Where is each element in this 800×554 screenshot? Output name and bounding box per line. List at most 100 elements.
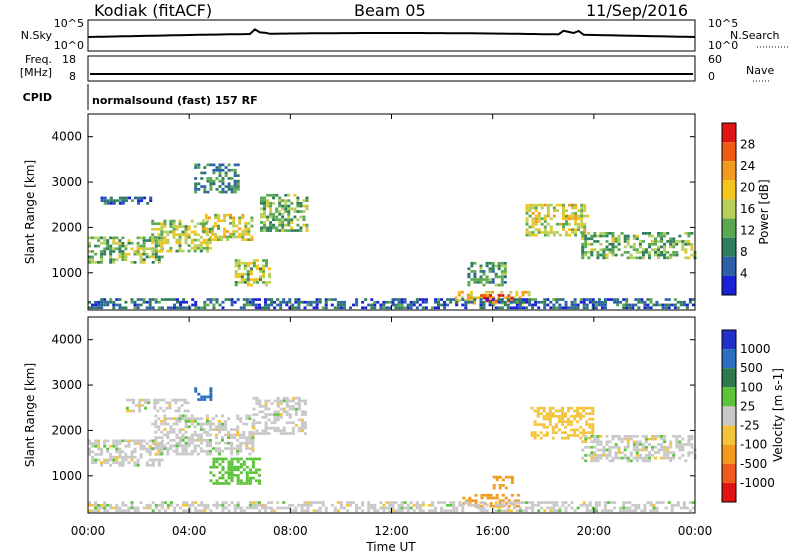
data-cell	[525, 222, 529, 226]
data-cell	[178, 441, 182, 445]
data-cell	[394, 509, 398, 513]
data-cell	[542, 417, 546, 421]
data-cell	[201, 219, 205, 222]
data-cell	[551, 412, 555, 415]
data-cell	[661, 501, 665, 504]
data-cell	[596, 435, 600, 438]
data-cell	[492, 296, 496, 300]
data-cell	[157, 449, 161, 453]
data-cell	[138, 409, 142, 413]
data-cell	[118, 453, 122, 456]
data-cell	[458, 503, 462, 507]
data-cell	[485, 298, 489, 301]
data-cell	[491, 261, 495, 265]
data-cell	[620, 440, 624, 444]
data-cell	[275, 193, 279, 197]
data-cell	[651, 242, 654, 246]
data-cell	[576, 428, 580, 432]
data-cell	[304, 399, 307, 403]
data-cell	[467, 501, 471, 504]
data-cell	[488, 296, 492, 300]
data-cell	[382, 509, 386, 513]
data-cell	[197, 503, 201, 507]
data-cell	[169, 439, 173, 442]
data-cell	[687, 240, 691, 243]
data-cell	[279, 399, 283, 403]
data-cell	[248, 298, 252, 301]
data-cell	[599, 253, 603, 257]
data-cell	[580, 214, 584, 218]
data-cell	[163, 230, 167, 234]
data-cell	[489, 294, 493, 297]
data-cell	[622, 306, 626, 310]
data-cell	[584, 245, 588, 249]
data-cell	[564, 420, 567, 424]
data-cell	[208, 425, 212, 429]
data-cell	[204, 216, 208, 220]
data-cell	[503, 264, 507, 268]
data-cell	[581, 448, 585, 452]
data-cell	[296, 196, 300, 200]
data-cell	[115, 439, 119, 443]
data-cell	[112, 303, 116, 307]
data-cell	[124, 444, 128, 448]
data-cell	[205, 452, 209, 456]
data-cell	[660, 237, 664, 241]
data-cell	[212, 171, 216, 175]
data-cell	[531, 298, 535, 301]
data-cell	[501, 478, 505, 482]
data-cell	[297, 399, 301, 403]
data-cell	[681, 443, 685, 446]
data-cell	[215, 433, 218, 437]
data-cell	[549, 300, 553, 304]
data-cell	[579, 503, 583, 507]
data-cell	[479, 270, 483, 273]
data-cell	[687, 440, 691, 444]
data-cell	[561, 503, 565, 507]
data-cell	[178, 414, 182, 418]
data-cell	[637, 306, 641, 310]
data-cell	[315, 298, 319, 301]
data-cell	[212, 303, 216, 307]
data-cell	[94, 453, 98, 456]
data-cell	[166, 441, 170, 445]
data-cell	[118, 464, 122, 467]
data-cell	[469, 299, 473, 302]
colorbar-tick-label: 500	[740, 361, 763, 375]
data-cell	[503, 300, 507, 304]
data-cell	[121, 306, 125, 310]
data-cell	[588, 300, 592, 304]
data-cell	[139, 303, 143, 307]
data-cell	[124, 458, 128, 462]
data-cell	[576, 406, 580, 410]
data-cell	[212, 474, 216, 477]
data-cell	[103, 196, 107, 200]
data-cell	[600, 300, 604, 304]
data-cell	[100, 196, 104, 200]
data-cell	[263, 221, 266, 224]
data-cell	[178, 444, 182, 448]
data-cell	[136, 247, 140, 251]
cpid-text: normalsound (fast) 157 RF	[92, 94, 258, 107]
data-cell	[409, 300, 413, 304]
data-cell	[497, 300, 501, 304]
data-cell	[622, 509, 626, 513]
data-cell	[293, 229, 297, 232]
data-cell	[221, 501, 225, 504]
data-cell	[124, 455, 128, 459]
data-cell	[279, 303, 283, 307]
data-cell	[236, 474, 240, 477]
data-cell	[427, 509, 431, 513]
data-cell	[273, 421, 277, 425]
data-cell	[534, 220, 538, 223]
data-cell	[241, 216, 245, 220]
data-cell	[160, 249, 164, 253]
data-cell	[246, 272, 250, 276]
data-cell	[596, 440, 600, 444]
data-cell	[607, 501, 610, 504]
data-cell	[266, 215, 270, 219]
data-cell	[142, 506, 146, 510]
data-cell	[654, 456, 657, 460]
data-cell	[622, 503, 626, 507]
data-cell	[391, 303, 395, 307]
